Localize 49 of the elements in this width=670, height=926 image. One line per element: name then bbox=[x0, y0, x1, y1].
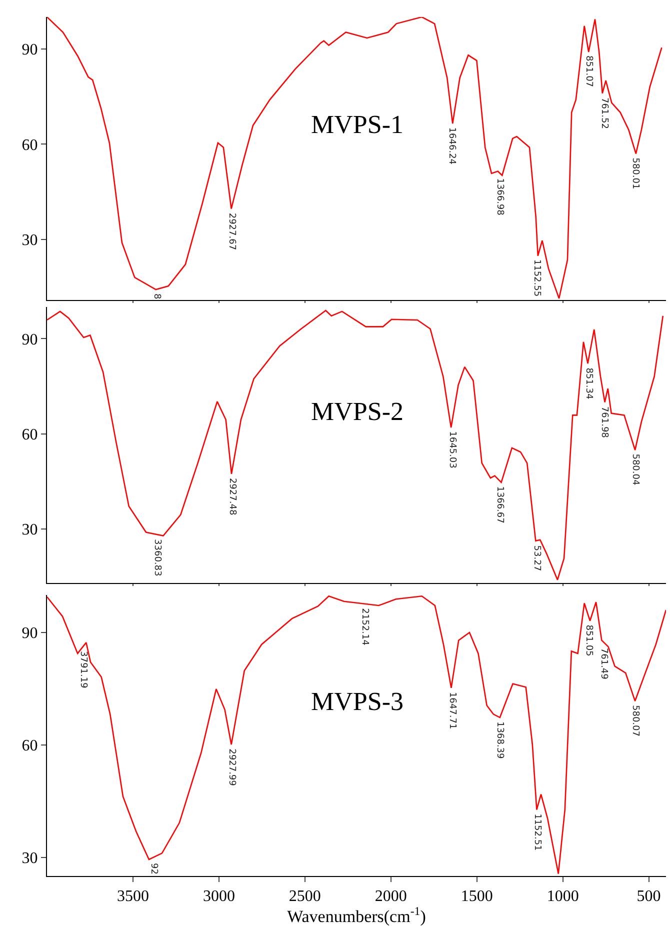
annotation: 580.01 bbox=[630, 158, 640, 190]
x-tick-label: 3500 bbox=[116, 888, 149, 906]
line-series bbox=[47, 310, 664, 580]
annotation: 580.04 bbox=[630, 454, 640, 486]
annotation: 761.49 bbox=[598, 648, 609, 680]
annotation: 851.34 bbox=[583, 368, 594, 400]
annotation: 1646.24 bbox=[446, 127, 457, 165]
annotation: 761.52 bbox=[599, 97, 610, 129]
annotation: MVPS-1 bbox=[311, 110, 404, 139]
y-tick-label: 90 bbox=[22, 625, 38, 642]
annotation: 2927.99 bbox=[226, 748, 236, 786]
annotation: MVPS-3 bbox=[311, 687, 404, 716]
annotation: 761.98 bbox=[598, 406, 609, 438]
annotation: 92 bbox=[148, 863, 158, 874]
annotation: MVPS-2 bbox=[311, 397, 404, 426]
annotation: 53.27 bbox=[531, 545, 542, 572]
annotation: 8 bbox=[152, 293, 162, 300]
annotation: 851.07 bbox=[583, 56, 594, 88]
annotation: 1645.03 bbox=[446, 431, 457, 468]
y-tick-label: 30 bbox=[22, 850, 38, 867]
annotation: 2927.67 bbox=[226, 212, 237, 250]
annotation: 2152.14 bbox=[360, 608, 370, 646]
line-series bbox=[47, 17, 662, 300]
annotation: 2927.48 bbox=[226, 478, 237, 516]
x-tick-label: 2000 bbox=[374, 888, 407, 906]
annotation: 3791.19 bbox=[78, 651, 88, 689]
y-tick-label: 90 bbox=[22, 41, 38, 58]
annotation: 580.07 bbox=[630, 704, 640, 736]
y-tick-label: 30 bbox=[22, 232, 38, 250]
x-tick-label: 500 bbox=[636, 888, 661, 906]
x-tick-label: 3000 bbox=[202, 888, 235, 906]
annotation: 1647.71 bbox=[446, 692, 457, 730]
annotation: 1152.51 bbox=[532, 814, 542, 851]
y-tick-label: 90 bbox=[22, 331, 38, 348]
line-series bbox=[47, 595, 666, 874]
x-tick-label: 1500 bbox=[460, 888, 493, 906]
y-tick-label: 30 bbox=[22, 522, 38, 539]
x-axis-title: Wavenumbers(cm$^{-1}$) bbox=[287, 904, 426, 926]
x-tick-label: 2500 bbox=[288, 888, 321, 906]
y-tick-label: 60 bbox=[22, 136, 38, 154]
annotation: 1366.67 bbox=[494, 486, 505, 524]
annotation: 3360.83 bbox=[152, 539, 162, 576]
annotation: 1368.39 bbox=[494, 722, 505, 760]
annotation: 851.05 bbox=[584, 624, 594, 656]
y-tick-label: 60 bbox=[22, 426, 38, 444]
annotation: 1366.98 bbox=[494, 178, 505, 216]
annotation: 1152.55 bbox=[532, 259, 542, 297]
x-tick-label: 1000 bbox=[546, 888, 579, 906]
y-tick-label: 60 bbox=[22, 737, 38, 754]
